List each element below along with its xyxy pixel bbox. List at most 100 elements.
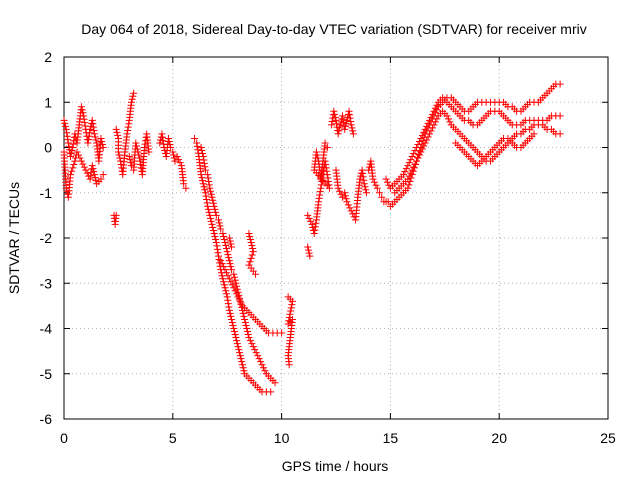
data-point	[244, 331, 252, 339]
data-point	[228, 281, 236, 289]
data-point	[311, 223, 319, 231]
data-point	[382, 175, 390, 183]
data-point	[427, 113, 435, 121]
data-point	[86, 175, 94, 183]
series-track-A	[60, 103, 107, 165]
data-point	[85, 132, 93, 140]
data-point	[225, 306, 233, 314]
data-point	[199, 180, 207, 188]
data-point	[248, 340, 256, 348]
data-point	[378, 193, 386, 201]
data-point	[236, 297, 244, 305]
data-point	[530, 130, 538, 138]
data-point	[234, 343, 242, 351]
data-point	[113, 128, 121, 136]
data-point	[237, 355, 245, 363]
data-point	[215, 255, 223, 263]
data-point	[180, 180, 188, 188]
data-point	[241, 315, 249, 323]
data-point	[220, 232, 228, 240]
data-point	[224, 300, 232, 308]
data-point	[73, 148, 81, 156]
data-point	[90, 171, 98, 179]
data-point	[90, 168, 98, 176]
data-point	[80, 163, 88, 171]
data-point	[238, 358, 246, 366]
data-point	[171, 157, 179, 165]
data-point	[80, 112, 88, 120]
data-point	[222, 287, 230, 295]
data-point	[331, 113, 339, 121]
data-point	[176, 159, 184, 167]
data-point	[227, 240, 235, 248]
data-point	[112, 125, 120, 133]
data-point	[200, 159, 208, 167]
data-point	[325, 181, 333, 189]
data-point	[239, 309, 247, 317]
data-point	[248, 251, 256, 259]
data-point	[418, 145, 426, 153]
data-point	[206, 211, 214, 219]
data-point	[127, 98, 135, 106]
data-point	[421, 125, 429, 133]
data-point	[433, 101, 441, 109]
data-point	[267, 388, 275, 396]
series-track-C	[110, 89, 153, 228]
data-point	[446, 118, 454, 126]
data-point	[206, 184, 214, 192]
data-point	[408, 166, 416, 174]
data-point	[407, 156, 415, 164]
data-point	[316, 188, 324, 196]
data-point	[413, 157, 421, 165]
data-point	[408, 153, 416, 161]
data-point	[426, 130, 434, 138]
data-point	[349, 130, 357, 138]
data-point	[231, 287, 239, 295]
series-track-B	[60, 148, 107, 201]
data-point	[362, 186, 370, 194]
data-point	[556, 80, 564, 88]
data-point	[245, 229, 253, 237]
data-point	[315, 194, 323, 202]
series-track-M	[382, 94, 564, 192]
x-axis-label: GPS time / hours	[282, 458, 389, 474]
y-tick-label: -2	[40, 230, 53, 246]
data-point	[216, 222, 224, 230]
series-track-N	[391, 107, 564, 197]
data-point	[233, 290, 241, 298]
data-point	[193, 139, 201, 147]
data-point	[201, 186, 209, 194]
data-point	[336, 124, 344, 132]
data-point	[99, 171, 107, 179]
data-point	[200, 156, 208, 164]
data-point	[226, 309, 234, 317]
data-point	[341, 122, 349, 130]
series-track-F	[197, 144, 279, 387]
series-track-D	[156, 130, 190, 192]
y-axis-label: SDTVAR / TECUs	[6, 182, 22, 294]
data-point	[75, 151, 83, 159]
data-point	[346, 204, 354, 212]
data-point	[404, 175, 412, 183]
data-point	[346, 114, 354, 122]
data-point	[209, 196, 217, 204]
data-point	[217, 225, 225, 233]
data-point	[127, 159, 135, 167]
data-point	[428, 110, 436, 118]
data-point	[61, 119, 69, 127]
data-point	[339, 193, 347, 201]
data-point	[209, 226, 217, 234]
data-point	[222, 245, 230, 253]
data-point	[420, 128, 428, 136]
data-point	[251, 346, 259, 354]
data-point	[411, 147, 419, 155]
data-point	[199, 153, 207, 161]
data-point	[205, 181, 213, 189]
series-track-J	[304, 139, 333, 260]
data-point	[130, 89, 138, 97]
data-point	[228, 243, 236, 251]
data-point	[164, 134, 172, 142]
data-point	[227, 278, 235, 286]
data-point	[222, 242, 230, 250]
